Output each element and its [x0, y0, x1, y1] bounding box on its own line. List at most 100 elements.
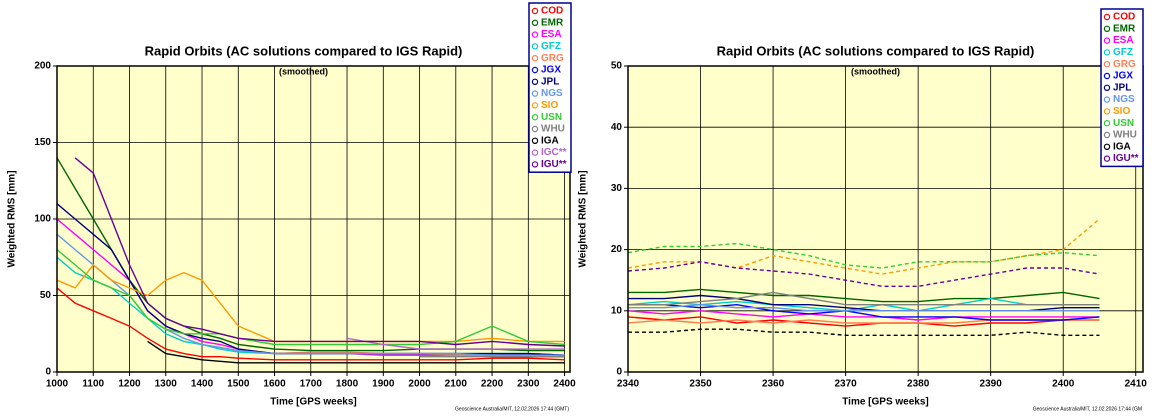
plot-frame [627, 65, 1144, 373]
legend-marker [531, 7, 539, 15]
legend-marker [1103, 37, 1111, 44]
legend-marker [531, 66, 539, 74]
series-line [628, 297, 1100, 312]
x-tick-label: 2410 [1125, 379, 1148, 390]
plot-frame [56, 65, 571, 373]
legend-box [1100, 8, 1144, 168]
legend-marker [1103, 60, 1111, 68]
x-tick-label: 1600 [263, 379, 286, 390]
legend-label: NGS [1113, 94, 1135, 105]
series-line [628, 288, 1100, 303]
x-tick-label: 2360 [762, 379, 785, 390]
series-line [628, 328, 1100, 336]
series-line [628, 261, 1100, 287]
legend-marker [531, 43, 539, 50]
y-tick-label: 40 [611, 122, 623, 133]
x-tick-label: 1400 [191, 379, 214, 390]
legend-label: SIO [1113, 106, 1130, 117]
y-axis-label: Weighted RMS [mm] [578, 170, 589, 267]
series-line [628, 316, 1100, 327]
series-line [346, 337, 565, 350]
legend-label: USN [541, 112, 562, 123]
series-line [57, 287, 565, 361]
chart-title: Rapid Orbits (AC solutions compared to I… [145, 43, 463, 58]
footer: Geoscience Australia/MIT, 12.02.2026 17:… [1033, 406, 1142, 412]
legend-label: JPL [1113, 82, 1131, 93]
legend-marker [1103, 96, 1111, 103]
x-tick-label: 2300 [517, 379, 540, 390]
x-tick-label: 2200 [481, 379, 504, 390]
legend-marker [531, 113, 539, 121]
legend-marker [1103, 49, 1111, 56]
legend-label: JGX [541, 65, 561, 76]
x-tick-label: 1100 [82, 379, 104, 390]
legend-marker [1103, 13, 1111, 21]
legend-label: WHU [1113, 130, 1137, 141]
x-tick-label: 1200 [118, 379, 141, 390]
legend-marker [531, 55, 539, 62]
footer: Geoscience Australia/MIT, 12.02.2026 17:… [455, 406, 569, 412]
x-tick-label: 2100 [445, 379, 468, 390]
legend-label: GFZ [541, 41, 561, 52]
x-tick-label: 2370 [834, 379, 857, 390]
y-tick-label: 10 [611, 305, 623, 316]
legend-label: IGA [541, 135, 559, 146]
legend-marker [531, 102, 539, 109]
series-line [147, 340, 565, 364]
legend-label: GFZ [1113, 47, 1133, 58]
legend-marker [531, 161, 539, 168]
legend-label: IGU** [541, 159, 567, 170]
legend-label: NGS [541, 88, 563, 99]
legend-label: SIO [541, 100, 558, 111]
series-group [628, 218, 1100, 336]
x-tick-label: 1300 [155, 379, 178, 390]
legend-marker [1103, 25, 1111, 32]
legend-label: USN [1113, 118, 1134, 129]
legend-marker [1103, 72, 1111, 80]
legend-label: COD [1113, 12, 1135, 23]
plot-area [628, 66, 1143, 372]
legend-label: WHU [541, 124, 565, 135]
legend-box [528, 2, 572, 173]
y-tick-label: 20 [611, 244, 623, 255]
x-tick-label: 2400 [1052, 379, 1075, 390]
series-group [57, 157, 565, 364]
x-tick-label: 2380 [907, 379, 930, 390]
x-tick-label: 1000 [46, 379, 69, 390]
chart: 1000 1100 1200 1300 1400 1500 1600 1700 1800 1900… [7, 2, 576, 412]
x-tick-label: 2400 [553, 379, 576, 390]
x-tick-label: 1500 [227, 379, 250, 390]
y-tick-label: 30 [611, 183, 623, 194]
x-tick-label: 1700 [300, 379, 323, 390]
x-tick-label: 2340 [617, 379, 640, 390]
y-tick-label: 50 [40, 290, 52, 301]
x-tick-label: 2000 [408, 379, 431, 390]
x-axis-label: Time [GPS weeks] [270, 397, 357, 408]
legend-marker [531, 149, 539, 156]
y-axis-label: Weighted RMS [mm] [7, 170, 18, 267]
legend-label: ESA [541, 29, 562, 40]
y-tick-label: 0 [616, 367, 622, 378]
legend-marker [1103, 143, 1111, 150]
legend-label: ESA [1113, 35, 1134, 46]
legend-marker [531, 19, 539, 26]
legend-marker [1103, 131, 1111, 139]
y-tick-label: 200 [34, 61, 51, 72]
y-tick-label: 0 [45, 367, 51, 378]
y-tick-label: 150 [34, 137, 51, 148]
x-axis-label: Time [GPS weeks] [842, 397, 929, 408]
legend-label: IGU** [1113, 153, 1139, 164]
legend-marker [531, 137, 539, 144]
legend-label: COD [541, 6, 563, 17]
x-tick-label: 2390 [980, 379, 1003, 390]
legend-marker [1103, 84, 1111, 92]
chart-title: Rapid Orbits (AC solutions compared to I… [717, 43, 1035, 58]
legend-marker [1103, 119, 1111, 127]
x-tick-label: 1800 [336, 379, 359, 390]
legend-marker [531, 125, 539, 133]
series-line [628, 310, 1100, 321]
series-line [628, 242, 1100, 269]
y-tick-label: 100 [34, 214, 51, 225]
series-line [628, 291, 1100, 306]
